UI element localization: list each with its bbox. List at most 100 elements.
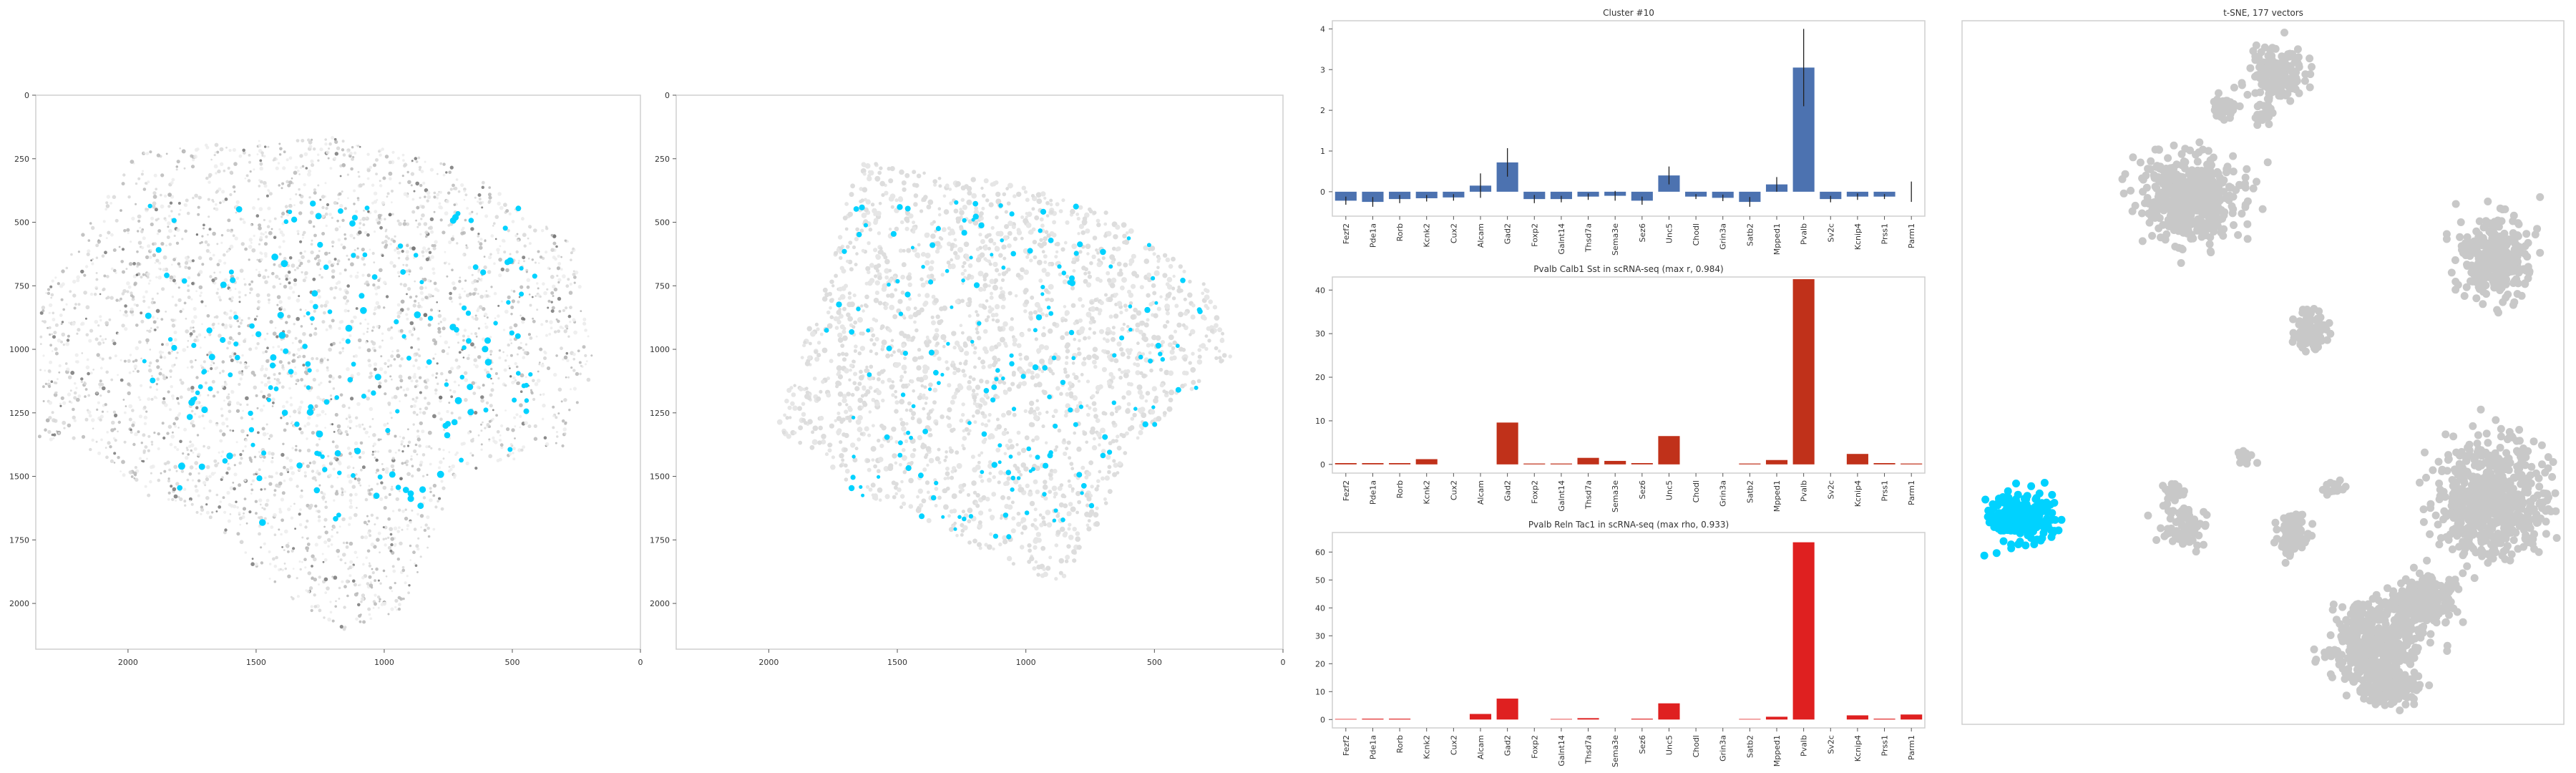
cell-dot [426,546,429,549]
cell-dot [267,377,269,379]
cell-dot [396,608,398,611]
cell-dot [263,338,267,341]
cell-dot [96,353,100,357]
cell-dot [1171,296,1176,301]
cell-dot [374,579,376,582]
cell-dot [99,293,102,296]
cell-dot [409,246,413,250]
cell-dot [368,492,372,496]
cell-dot [988,202,994,208]
cell-dot [119,470,122,472]
cell-dot [514,361,517,366]
cell-dot [62,308,65,311]
cell-dot [1146,318,1150,322]
cell-dot [333,258,337,261]
highlight-cell [482,346,489,353]
cell-dot [146,272,150,276]
cell-dot [182,452,185,455]
cell-dot [499,245,502,248]
cell-dot [509,354,513,357]
cell-dot [41,306,46,310]
cell-dot [1063,531,1068,536]
cell-dot [1092,331,1096,335]
cell-dot [343,207,347,210]
cell-dot [487,193,492,197]
cell-dot [345,579,350,584]
cell-dot [444,340,449,345]
cell-dot [176,160,180,164]
cell-dot [87,371,90,376]
cell-dot [229,170,233,175]
cell-dot [335,282,338,286]
cell-dot [358,175,361,178]
cell-dot [933,183,937,187]
cell-dot [920,384,924,388]
cell-dot [367,389,371,393]
cell-dot [299,495,303,499]
highlight-cell [249,323,255,329]
cell-dot [176,228,180,232]
cell-dot [390,464,395,468]
cell-dot [293,282,297,286]
cell-dot [928,409,933,414]
cell-dot [981,495,987,501]
cell-dot [1065,392,1070,397]
cell-dot [165,244,167,247]
cell-dot [325,224,328,228]
cell-dot [49,360,53,364]
cell-dot [215,315,219,319]
cell-dot [550,291,555,295]
cell-dot [793,431,797,434]
cell-dot [171,350,173,353]
highlight-cell [351,473,356,478]
cell-dot [419,266,424,271]
cell-dot [304,525,308,529]
cell-dot [340,320,344,324]
cell-dot [194,461,199,465]
cell-dot [421,429,425,434]
cell-dot [368,489,371,492]
cell-dot [175,168,178,171]
cell-dot [271,271,275,276]
cell-dot [396,157,401,160]
cell-dot [183,500,187,503]
cell-dot [494,317,497,320]
cell-dot [992,241,997,245]
cell-dot [1003,452,1008,456]
cell-dot [267,206,271,210]
cell-dot [960,533,964,537]
highlight-cell [532,273,537,279]
cell-dot [398,275,401,278]
highlight-cell [397,243,404,249]
cell-dot [989,532,993,536]
cell-dot [147,329,152,334]
cell-dot [167,193,172,197]
cell-dot [205,177,208,180]
cell-dot [300,431,304,434]
cell-dot [230,299,233,303]
cell-dot [517,262,520,264]
cell-dot [365,341,368,344]
cell-dot [333,200,337,205]
cell-dot [207,198,210,201]
cell-dot [479,245,483,251]
cell-dot [48,384,52,389]
cell-dot [190,449,192,452]
cell-dot [1126,325,1130,329]
cell-dot [318,608,322,613]
cell-dot [373,362,378,366]
highlight-cell [323,264,329,271]
cell-dot [867,433,872,437]
cell-dot [124,327,128,331]
cell-dot [436,193,440,197]
cell-dot [1221,353,1227,358]
cell-dot [299,508,302,511]
cell-dot [926,463,930,467]
cell-dot [297,233,300,235]
cell-dot [836,319,841,325]
cell-dot [270,460,274,464]
cell-dot [234,236,238,240]
cell-dot [267,522,269,525]
cell-dot [1085,523,1090,528]
highlight-cell [202,369,208,374]
